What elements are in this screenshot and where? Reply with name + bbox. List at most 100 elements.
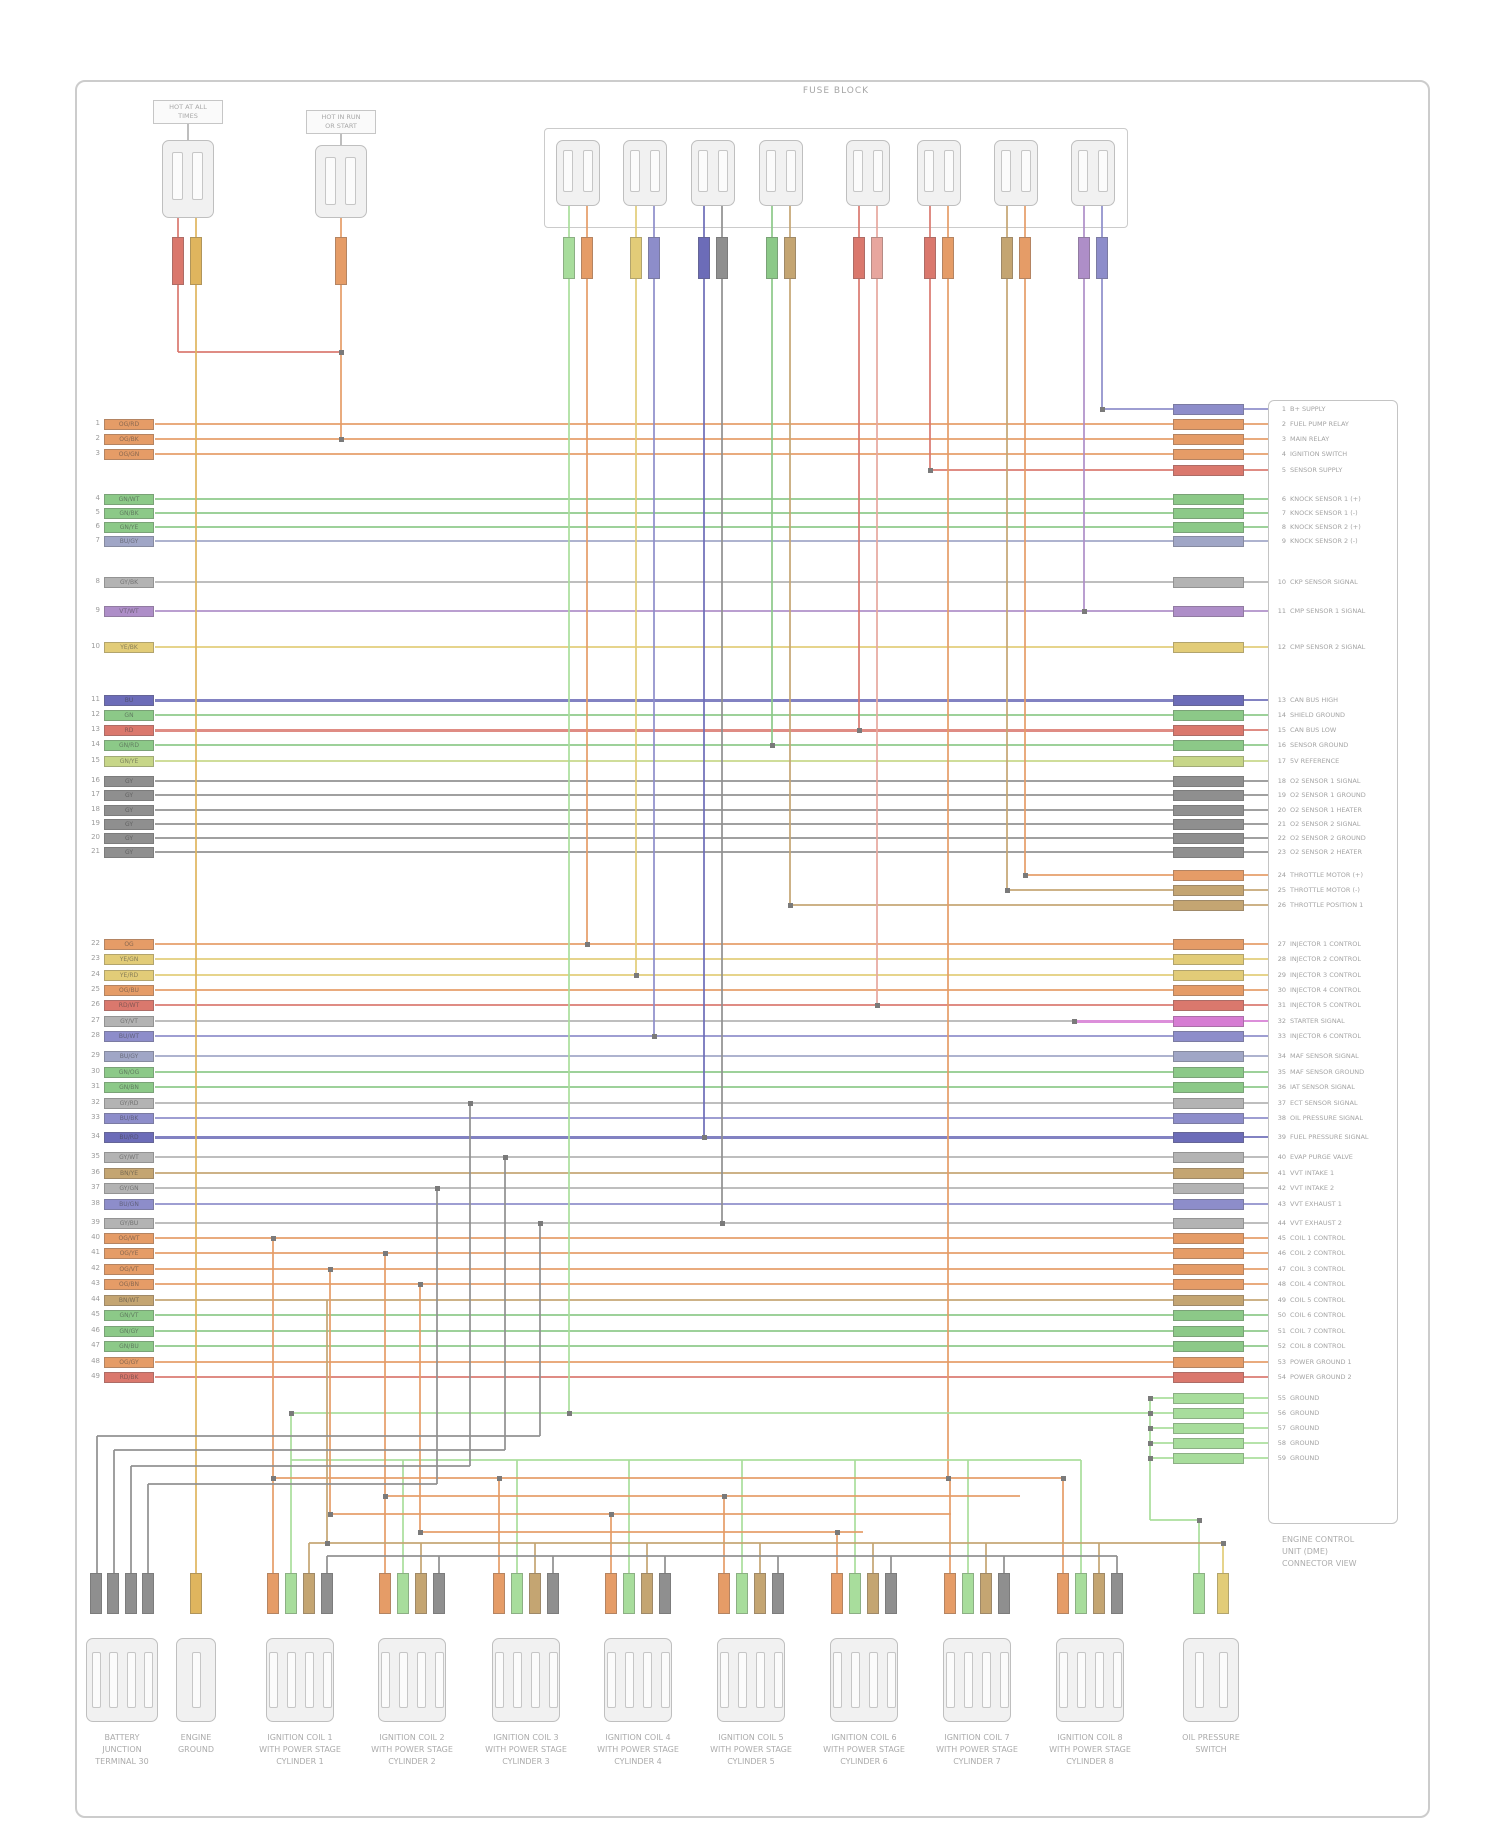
junction-dot <box>608 1511 614 1517</box>
junction-dot <box>1147 1395 1153 1401</box>
wire-color-chip <box>944 1573 956 1614</box>
wire-og <box>1062 1478 1064 1573</box>
component-pin-slot <box>530 1652 540 1708</box>
wire-gy <box>155 1187 1173 1189</box>
fuse-pin-slot <box>718 150 728 192</box>
wire-color-chip <box>1173 464 1244 476</box>
ecm-pin-stub <box>1244 1427 1268 1429</box>
ecm-pin-stub <box>1244 699 1268 701</box>
ecm-pin-number: 29 <box>1277 970 1286 979</box>
ecm-pin-number: 23 <box>1277 847 1286 856</box>
ecm-label-line: ENGINE CONTROL <box>1282 1535 1355 1544</box>
left-pin-number: 3 <box>95 449 100 457</box>
wire-lg <box>1150 1442 1173 1444</box>
wire-color-chip <box>1093 1573 1105 1614</box>
junction-dot <box>270 1235 276 1241</box>
wire-bu <box>155 1035 1173 1037</box>
wire-tn <box>326 1300 328 1543</box>
wire-dg <box>721 206 723 237</box>
wire-color-chip <box>379 1573 391 1614</box>
wire-color-chip <box>493 1573 505 1614</box>
wire-color-chip <box>1173 1437 1244 1449</box>
junction-dot <box>288 1410 294 1416</box>
wire-color-chip <box>107 1573 119 1614</box>
wire-color-chip <box>754 1573 766 1614</box>
ecm-label-line: UNIT (DME) <box>1282 1547 1328 1556</box>
component-pin-slot <box>191 1652 201 1708</box>
wire-tn <box>872 1543 874 1573</box>
component-label-line: CYLINDER 1 <box>276 1757 324 1766</box>
wire-ye <box>635 279 637 975</box>
ecm-pin-stub <box>1244 1314 1268 1316</box>
wire-color-chip <box>190 237 202 285</box>
ecm-pin-label: FUEL PRESSURE SIGNAL <box>1290 1132 1369 1141</box>
wire-pu <box>1083 206 1085 237</box>
ecm-pin-stub <box>1244 610 1268 612</box>
component-pin-slot <box>268 1652 278 1708</box>
ecm-pin-stub <box>1244 1203 1268 1205</box>
left-pin-number: 37 <box>91 1183 100 1191</box>
ecm-pin-number: 53 <box>1277 1357 1286 1366</box>
wire-og <box>155 438 1173 440</box>
left-pin-number: 2 <box>95 434 100 442</box>
ecm-pin-number: 1 <box>1281 404 1286 413</box>
wire-color-chip <box>1173 1278 1244 1290</box>
component-pin-slot <box>1076 1652 1086 1708</box>
wire-color-chip <box>547 1573 559 1614</box>
ecm-pin-number: 31 <box>1277 1000 1286 1009</box>
left-pin-number: 9 <box>95 606 100 614</box>
junction-dot <box>324 1540 330 1546</box>
ecm-pin-stub <box>1244 1397 1268 1399</box>
left-pin-number: 19 <box>91 819 100 827</box>
junction-dot <box>502 1154 508 1160</box>
component-pin-slot <box>773 1652 783 1708</box>
wire-og <box>329 1269 331 1514</box>
wire-color-chip <box>1173 493 1244 505</box>
left-pin-number: 35 <box>91 1152 100 1160</box>
junction-dot <box>1081 608 1087 614</box>
wire-dg <box>130 1466 132 1573</box>
ecm-pin-label: CAN BUS HIGH <box>1290 695 1339 704</box>
ecm-pin-number: 2 <box>1281 419 1286 428</box>
component-label-line: ENGINE <box>180 1733 212 1742</box>
wire-color-chip: GN/GY <box>104 1325 154 1337</box>
component-label-line: IGNITION COIL 4 <box>605 1733 671 1742</box>
ecm-pin-label: GROUND <box>1290 1423 1320 1432</box>
wire-color-chip <box>335 237 347 285</box>
component-label-line: IGNITION COIL 2 <box>379 1733 445 1742</box>
wire-rd <box>929 206 931 237</box>
left-pin-number: 12 <box>91 710 100 718</box>
ecm-pin-label: EVAP PURGE VALVE <box>1290 1152 1353 1161</box>
component-pin-slot <box>91 1652 101 1708</box>
wire-sa <box>876 279 878 1005</box>
component-pin-slot <box>660 1652 670 1708</box>
connector-pin-slot <box>345 157 356 205</box>
wire-lg <box>1150 1457 1173 1459</box>
wire-tn <box>309 1542 1223 1544</box>
wire-rd <box>858 206 860 237</box>
wire-gn <box>155 498 1173 500</box>
fuse-pin-slot <box>563 150 573 192</box>
ecm-pin-label: COIL 4 CONTROL <box>1290 1279 1346 1288</box>
ecm-pin-number: 15 <box>1277 725 1286 734</box>
wire-lg <box>402 1460 404 1573</box>
ecm-pin-number: 5 <box>1281 465 1286 474</box>
ecm-pin-number: 40 <box>1277 1152 1286 1161</box>
wire-og <box>155 1361 1173 1363</box>
wire-ye <box>155 646 1173 648</box>
junction-dot <box>721 1493 727 1499</box>
ecm-pin-label: SENSOR SUPPLY <box>1290 465 1343 474</box>
wire-color-chip <box>718 1573 730 1614</box>
wire-color-chip <box>1173 1371 1244 1383</box>
junction-dot <box>787 902 793 908</box>
ecm-pin-label: O2 SENSOR 1 HEATER <box>1290 805 1362 814</box>
wire-dg <box>96 1436 98 1573</box>
wire-color-chip <box>172 237 184 285</box>
ecm-pin-label: OIL PRESSURE SIGNAL <box>1290 1113 1363 1122</box>
ecm-pin-stub <box>1244 851 1268 853</box>
wire-nv <box>703 206 705 237</box>
wire-color-chip: OG/VT <box>104 1263 154 1275</box>
wire-dg <box>155 794 1173 796</box>
